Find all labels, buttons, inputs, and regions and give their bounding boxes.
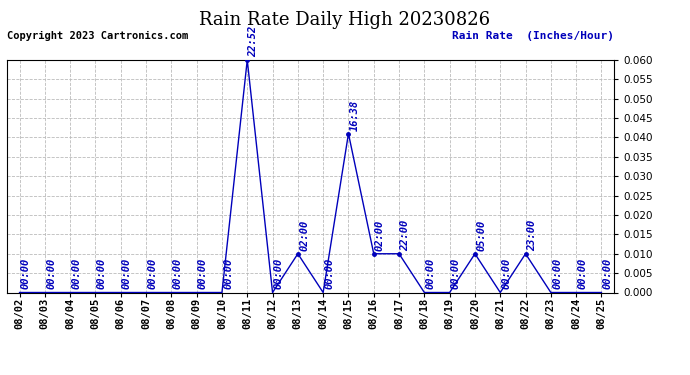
Text: Rain Rate  (Inches/Hour): Rain Rate (Inches/Hour): [452, 32, 614, 41]
Text: 02:00: 02:00: [375, 219, 385, 251]
Text: 00:00: 00:00: [122, 258, 132, 290]
Text: 00:00: 00:00: [224, 258, 233, 290]
Text: 00:00: 00:00: [502, 258, 511, 290]
Text: 00:00: 00:00: [578, 258, 587, 290]
Text: 00:00: 00:00: [451, 258, 461, 290]
Text: 00:00: 00:00: [148, 258, 157, 290]
Text: 00:00: 00:00: [552, 258, 562, 290]
Text: 00:00: 00:00: [172, 258, 183, 290]
Text: 00:00: 00:00: [426, 258, 435, 290]
Text: 00:00: 00:00: [274, 258, 284, 290]
Text: 00:00: 00:00: [46, 258, 56, 290]
Text: 00:00: 00:00: [21, 258, 31, 290]
Text: 22:52: 22:52: [248, 26, 259, 57]
Text: 22:00: 22:00: [400, 219, 411, 251]
Text: Rain Rate Daily High 20230826: Rain Rate Daily High 20230826: [199, 11, 491, 29]
Text: 16:38: 16:38: [350, 99, 359, 130]
Text: 00:00: 00:00: [324, 258, 335, 290]
Text: 02:00: 02:00: [299, 219, 309, 251]
Text: 00:00: 00:00: [603, 258, 613, 290]
Text: 00:00: 00:00: [198, 258, 208, 290]
Text: Copyright 2023 Cartronics.com: Copyright 2023 Cartronics.com: [7, 32, 188, 41]
Text: 23:00: 23:00: [527, 219, 537, 251]
Text: 00:00: 00:00: [97, 258, 107, 290]
Text: 05:00: 05:00: [476, 219, 486, 251]
Text: 00:00: 00:00: [72, 258, 81, 290]
